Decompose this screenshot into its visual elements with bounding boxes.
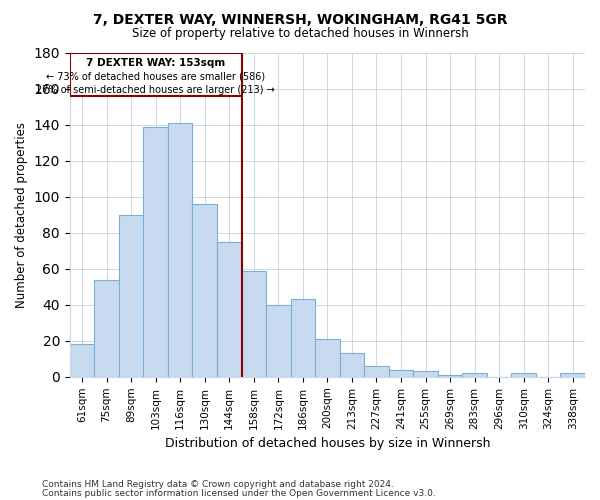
- Text: 7, DEXTER WAY, WINNERSH, WOKINGHAM, RG41 5GR: 7, DEXTER WAY, WINNERSH, WOKINGHAM, RG41…: [93, 12, 507, 26]
- Y-axis label: Number of detached properties: Number of detached properties: [15, 122, 28, 308]
- Bar: [413, 372, 438, 377]
- X-axis label: Distribution of detached houses by size in Winnersh: Distribution of detached houses by size …: [164, 437, 490, 450]
- FancyBboxPatch shape: [70, 53, 242, 96]
- Bar: [463, 373, 487, 377]
- Text: Contains public sector information licensed under the Open Government Licence v3: Contains public sector information licen…: [42, 489, 436, 498]
- Text: 27% of semi-detached houses are larger (213) →: 27% of semi-detached houses are larger (…: [36, 85, 275, 95]
- Bar: [119, 215, 143, 377]
- Bar: [217, 242, 242, 377]
- Text: 7 DEXTER WAY: 153sqm: 7 DEXTER WAY: 153sqm: [86, 58, 225, 68]
- Bar: [70, 344, 94, 377]
- Bar: [511, 373, 536, 377]
- Text: ← 73% of detached houses are smaller (586): ← 73% of detached houses are smaller (58…: [46, 72, 265, 82]
- Bar: [438, 375, 463, 377]
- Bar: [266, 305, 290, 377]
- Text: Size of property relative to detached houses in Winnersh: Size of property relative to detached ho…: [131, 28, 469, 40]
- Text: Contains HM Land Registry data © Crown copyright and database right 2024.: Contains HM Land Registry data © Crown c…: [42, 480, 394, 489]
- Bar: [143, 127, 168, 377]
- Bar: [94, 280, 119, 377]
- Bar: [389, 370, 413, 377]
- Bar: [315, 339, 340, 377]
- Bar: [193, 204, 217, 377]
- Bar: [290, 300, 315, 377]
- Bar: [242, 270, 266, 377]
- Bar: [168, 123, 193, 377]
- Bar: [560, 373, 585, 377]
- Bar: [364, 366, 389, 377]
- Bar: [340, 354, 364, 377]
